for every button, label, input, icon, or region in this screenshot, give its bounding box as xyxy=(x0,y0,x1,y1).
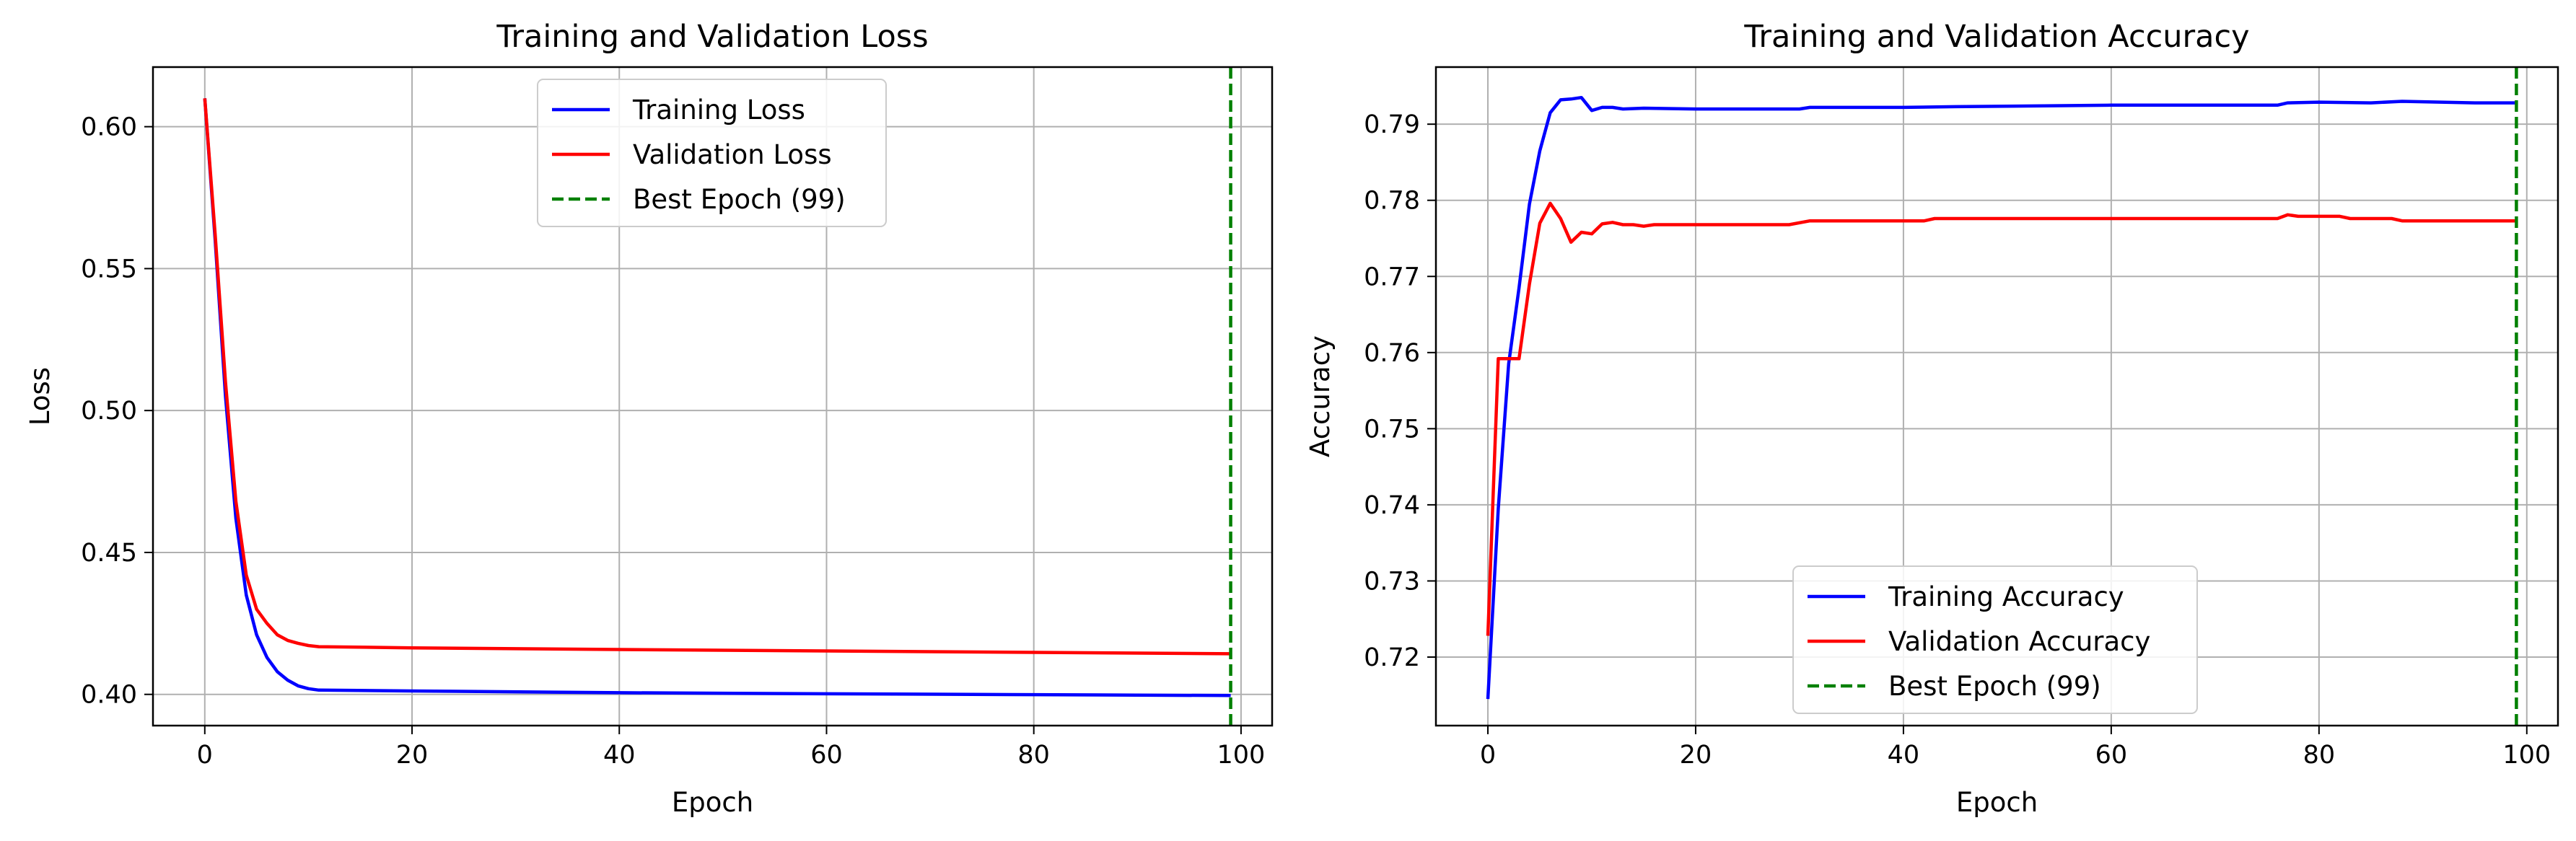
y-tick-label: 0.73 xyxy=(1364,567,1420,596)
legend-label: Validation Accuracy xyxy=(1888,626,2150,657)
chart-title: Training and Validation Accuracy xyxy=(1743,19,2249,55)
y-tick-label: 0.55 xyxy=(81,255,137,283)
y-tick-label: 0.74 xyxy=(1364,491,1420,520)
y-tick-label: 0.45 xyxy=(81,539,137,568)
x-tick-label: 0 xyxy=(197,741,213,770)
x-tick-label: 20 xyxy=(396,741,429,770)
y-tick-label: 0.72 xyxy=(1364,643,1420,672)
legend-label: Best Epoch (99) xyxy=(633,184,846,215)
y-tick-label: 0.77 xyxy=(1364,263,1420,291)
y-tick-label: 0.75 xyxy=(1364,415,1420,444)
x-axis-label: Epoch xyxy=(1956,787,2038,818)
x-tick-label: 100 xyxy=(1217,741,1266,770)
x-tick-label: 80 xyxy=(1017,741,1050,770)
chart-title: Training and Validation Loss xyxy=(496,19,928,55)
x-tick-label: 60 xyxy=(810,741,843,770)
x-tick-label: 40 xyxy=(1888,741,1920,770)
x-tick-label: 80 xyxy=(2303,741,2336,770)
y-tick-label: 0.76 xyxy=(1364,339,1420,368)
x-tick-label: 0 xyxy=(1480,741,1496,770)
plot-frame xyxy=(152,66,1274,727)
y-tick-label: 0.40 xyxy=(81,681,137,710)
legend-box xyxy=(1792,565,2198,714)
plot-frame xyxy=(1434,66,2559,727)
chart-panel-1: 0 20 40 60 80 100 0.40 0.45 0.50 0.55 0.60 Training… xyxy=(25,19,1274,818)
series-line-validation-loss xyxy=(203,98,1231,656)
y-axis-label: Accuracy xyxy=(1305,335,1336,457)
legend-box xyxy=(537,79,887,227)
legend-label: Training Accuracy xyxy=(1888,581,2124,612)
y-tick-label: 0.79 xyxy=(1364,110,1420,139)
legend-label: Training Loss xyxy=(632,94,805,126)
y-tick-label: 0.78 xyxy=(1364,187,1420,216)
y-tick-label: 0.50 xyxy=(81,397,137,426)
legend-label: Validation Loss xyxy=(633,139,832,170)
x-axis-label: Epoch xyxy=(672,787,753,818)
series-line-validation-accuracy xyxy=(1486,201,2517,636)
legend-label: Best Epoch (99) xyxy=(1888,671,2101,702)
x-tick-label: 100 xyxy=(2502,741,2551,770)
y-tick-label: 0.60 xyxy=(81,113,137,142)
legend: Training Accuracy Validation Accuracy Best… xyxy=(1792,565,2198,714)
x-tick-label: 40 xyxy=(603,741,636,770)
chart-panel-2: 0 20 40 60 80 100 0.72 0.73 0.74 0.75 0.76 0.77 0.78… xyxy=(1305,19,2559,818)
x-tick-label: 20 xyxy=(1680,741,1712,770)
y-axis-label: Loss xyxy=(25,367,56,426)
legend: Training Loss Validation Loss Best Epoch (… xyxy=(537,79,887,227)
x-tick-label: 60 xyxy=(2095,741,2128,770)
series-line-training-accuracy xyxy=(1486,95,2517,700)
